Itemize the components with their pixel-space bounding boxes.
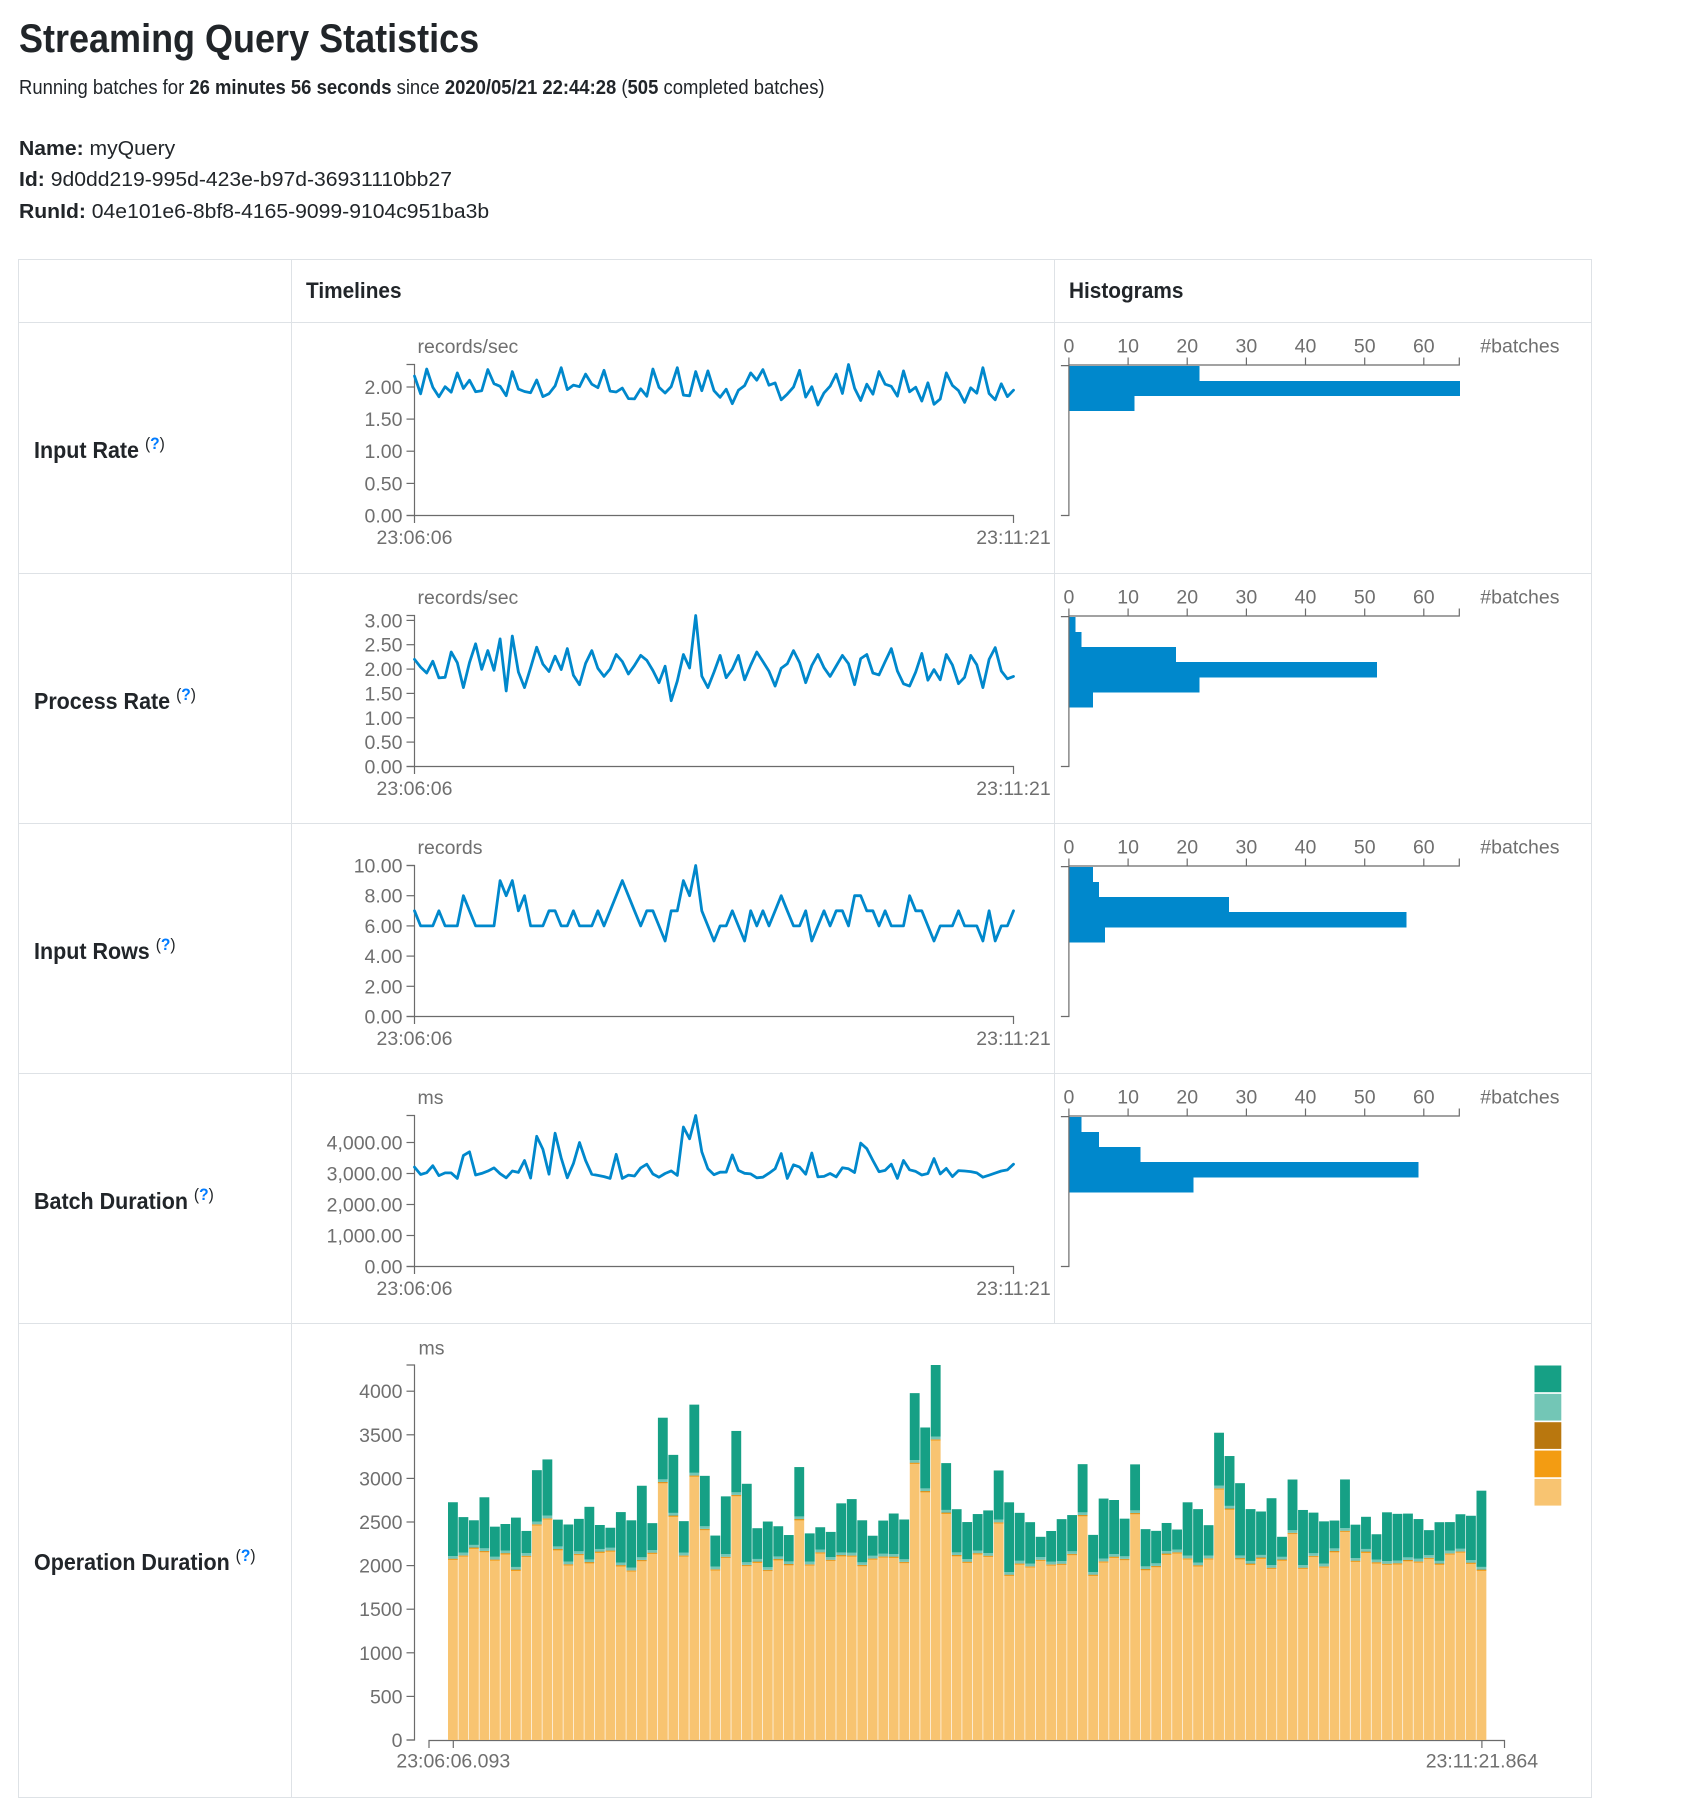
- svg-text:#batches: #batches: [1480, 336, 1559, 358]
- svg-text:23:06:06: 23:06:06: [377, 1028, 453, 1050]
- svg-text:500: 500: [370, 1686, 403, 1708]
- svg-text:30: 30: [1236, 837, 1258, 859]
- svg-text:1.50: 1.50: [365, 683, 403, 705]
- svg-text:20: 20: [1176, 1087, 1198, 1109]
- svg-text:50: 50: [1354, 587, 1376, 609]
- svg-text:0.00: 0.00: [365, 506, 403, 528]
- svg-text:1500: 1500: [359, 1599, 403, 1621]
- svg-text:10: 10: [1117, 837, 1139, 859]
- svg-text:2500: 2500: [359, 1512, 403, 1534]
- svg-text:0.00: 0.00: [365, 1257, 403, 1279]
- svg-text:2,000.00: 2,000.00: [327, 1195, 403, 1217]
- svg-text:4.00: 4.00: [365, 946, 403, 968]
- svg-text:0.00: 0.00: [365, 1007, 403, 1029]
- svg-text:#batches: #batches: [1480, 587, 1559, 609]
- svg-text:1.00: 1.00: [365, 441, 403, 463]
- svg-text:2.00: 2.00: [365, 976, 403, 998]
- svg-text:4000: 4000: [359, 1381, 403, 1403]
- svg-text:3000: 3000: [359, 1468, 403, 1490]
- svg-text:1,000.00: 1,000.00: [327, 1226, 403, 1248]
- svg-text:0.50: 0.50: [365, 473, 403, 495]
- svg-text:0: 0: [1063, 336, 1074, 358]
- svg-text:20: 20: [1176, 587, 1198, 609]
- svg-text:30: 30: [1236, 336, 1258, 358]
- svg-text:23:11:21: 23:11:21: [976, 778, 1050, 800]
- svg-text:60: 60: [1413, 587, 1435, 609]
- svg-text:20: 20: [1176, 837, 1198, 859]
- svg-text:0: 0: [1063, 587, 1074, 609]
- svg-text:3.00: 3.00: [365, 610, 403, 632]
- svg-text:60: 60: [1413, 837, 1435, 859]
- svg-text:0.50: 0.50: [365, 732, 403, 754]
- svg-text:50: 50: [1354, 1087, 1376, 1109]
- svg-text:1000: 1000: [359, 1643, 403, 1665]
- svg-text:records: records: [418, 837, 483, 859]
- svg-text:records/sec: records/sec: [418, 587, 519, 609]
- svg-text:60: 60: [1413, 1087, 1435, 1109]
- svg-text:0: 0: [392, 1730, 403, 1752]
- svg-text:records/sec: records/sec: [418, 336, 519, 358]
- svg-text:ms: ms: [418, 1087, 444, 1109]
- svg-text:23:06:06: 23:06:06: [377, 1278, 453, 1300]
- svg-text:30: 30: [1236, 587, 1258, 609]
- svg-text:#batches: #batches: [1480, 1087, 1559, 1109]
- svg-text:23:06:06: 23:06:06: [377, 778, 453, 800]
- svg-text:50: 50: [1354, 336, 1376, 358]
- svg-text:23:11:21.864: 23:11:21.864: [1426, 1751, 1539, 1773]
- svg-text:3500: 3500: [359, 1425, 403, 1447]
- svg-text:23:06:06: 23:06:06: [377, 527, 453, 549]
- svg-text:23:11:21: 23:11:21: [976, 1278, 1050, 1300]
- svg-text:#batches: #batches: [1480, 837, 1559, 859]
- svg-text:0.00: 0.00: [365, 757, 403, 779]
- svg-text:8.00: 8.00: [365, 886, 403, 908]
- svg-text:23:11:21: 23:11:21: [976, 1028, 1050, 1050]
- svg-text:10: 10: [1117, 336, 1139, 358]
- svg-text:3,000.00: 3,000.00: [327, 1164, 403, 1186]
- svg-text:1.50: 1.50: [365, 409, 403, 431]
- svg-text:0: 0: [1063, 1087, 1074, 1109]
- svg-text:ms: ms: [419, 1338, 445, 1360]
- svg-text:60: 60: [1413, 336, 1435, 358]
- svg-text:6.00: 6.00: [365, 916, 403, 938]
- svg-text:10.00: 10.00: [354, 856, 403, 878]
- svg-text:30: 30: [1236, 1087, 1258, 1109]
- svg-text:40: 40: [1295, 837, 1317, 859]
- svg-text:10: 10: [1117, 1087, 1139, 1109]
- svg-text:40: 40: [1295, 587, 1317, 609]
- svg-text:2.50: 2.50: [365, 635, 403, 657]
- svg-text:4,000.00: 4,000.00: [327, 1133, 403, 1155]
- svg-text:0: 0: [1063, 837, 1074, 859]
- svg-text:20: 20: [1176, 336, 1198, 358]
- svg-text:2.00: 2.00: [365, 377, 403, 399]
- svg-text:40: 40: [1295, 336, 1317, 358]
- svg-text:23:06:06.093: 23:06:06.093: [396, 1751, 510, 1773]
- svg-text:10: 10: [1117, 587, 1139, 609]
- svg-text:23:11:21: 23:11:21: [976, 527, 1050, 549]
- svg-text:50: 50: [1354, 837, 1376, 859]
- svg-text:2.00: 2.00: [365, 659, 403, 681]
- svg-text:40: 40: [1295, 1087, 1317, 1109]
- svg-text:2000: 2000: [359, 1556, 403, 1578]
- svg-text:1.00: 1.00: [365, 708, 403, 730]
